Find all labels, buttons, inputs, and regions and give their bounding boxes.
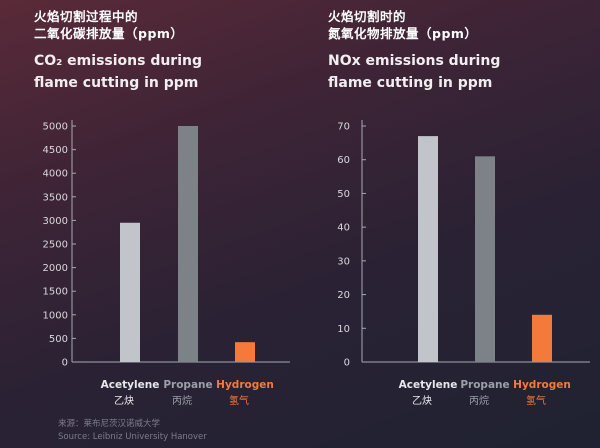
bar-propane: [475, 156, 495, 362]
source-zh: 来源：莱布尼茨汉诺威大学: [58, 419, 161, 429]
nox-bar-chart: 0 10 20 30 40 50 60 70 Acetylene 乙炔 Propane 丙烷 Hydro…: [337, 120, 590, 407]
nox-title-zh: 火焰切割时的 氮氧化物排放量（ppm）: [328, 9, 478, 41]
y-tick-label: 0: [62, 358, 68, 369]
y-tick-label: 3000: [43, 216, 68, 227]
y-tick-label: 1500: [43, 287, 68, 298]
y-tick-label: 60: [337, 155, 350, 166]
category-label-zh-propane: 丙烷: [172, 394, 192, 407]
bar-hydrogen: [235, 342, 255, 362]
nox-title-en: NOx emissions during flame cutting in pp…: [328, 53, 501, 91]
y-tick-label: 4500: [43, 145, 68, 156]
bar-hydrogen: [532, 314, 552, 362]
category-label-zh-propane: 丙烷: [469, 394, 489, 407]
bar-acetylene: [120, 222, 140, 362]
bar-acetylene: [418, 136, 438, 362]
y-tick-label: 0: [344, 358, 350, 369]
y-tick-label: 40: [337, 223, 350, 234]
y-tick-label: 2500: [43, 240, 68, 251]
y-tick-label: 1000: [43, 310, 68, 321]
co2-title-en: CO₂ emissions during flame cutting in pp…: [34, 53, 202, 91]
y-tick-label: 500: [49, 334, 68, 345]
category-label-zh-acetylene: 乙炔: [412, 395, 432, 407]
category-label-acetylene: Acetylene: [101, 379, 160, 391]
category-label-zh-hydrogen: 氢气: [229, 394, 249, 407]
bar-propane: [178, 126, 198, 362]
co2-bar-chart: 0 500 1000 1500 2000 2500 3000 3500 4000 4500 5000…: [43, 120, 290, 407]
y-tick-label: 10: [337, 324, 350, 335]
y-tick-label: 70: [337, 122, 350, 133]
source-en: Source: Leibniz University Hanover: [58, 432, 207, 442]
category-label-propane: Propane: [460, 379, 509, 391]
y-tick-label: 2000: [43, 263, 68, 274]
y-tick-label: 30: [337, 256, 350, 267]
y-tick-label: 50: [337, 189, 350, 200]
category-label-zh-hydrogen: 氢气: [526, 394, 546, 407]
y-tick-label: 20: [337, 290, 350, 301]
category-label-propane: Propane: [163, 379, 212, 391]
category-label-acetylene: Acetylene: [399, 379, 458, 391]
category-label-hydrogen: Hydrogen: [513, 379, 571, 391]
category-label-zh-acetylene: 乙炔: [114, 395, 134, 407]
co2-title-zh: 火焰切割过程中的 二氧化碳排放量（ppm）: [34, 9, 184, 41]
y-tick-label: 3500: [43, 192, 68, 203]
y-tick-label: 4000: [43, 169, 68, 180]
category-label-hydrogen: Hydrogen: [216, 379, 274, 391]
y-tick-label: 5000: [43, 122, 68, 133]
